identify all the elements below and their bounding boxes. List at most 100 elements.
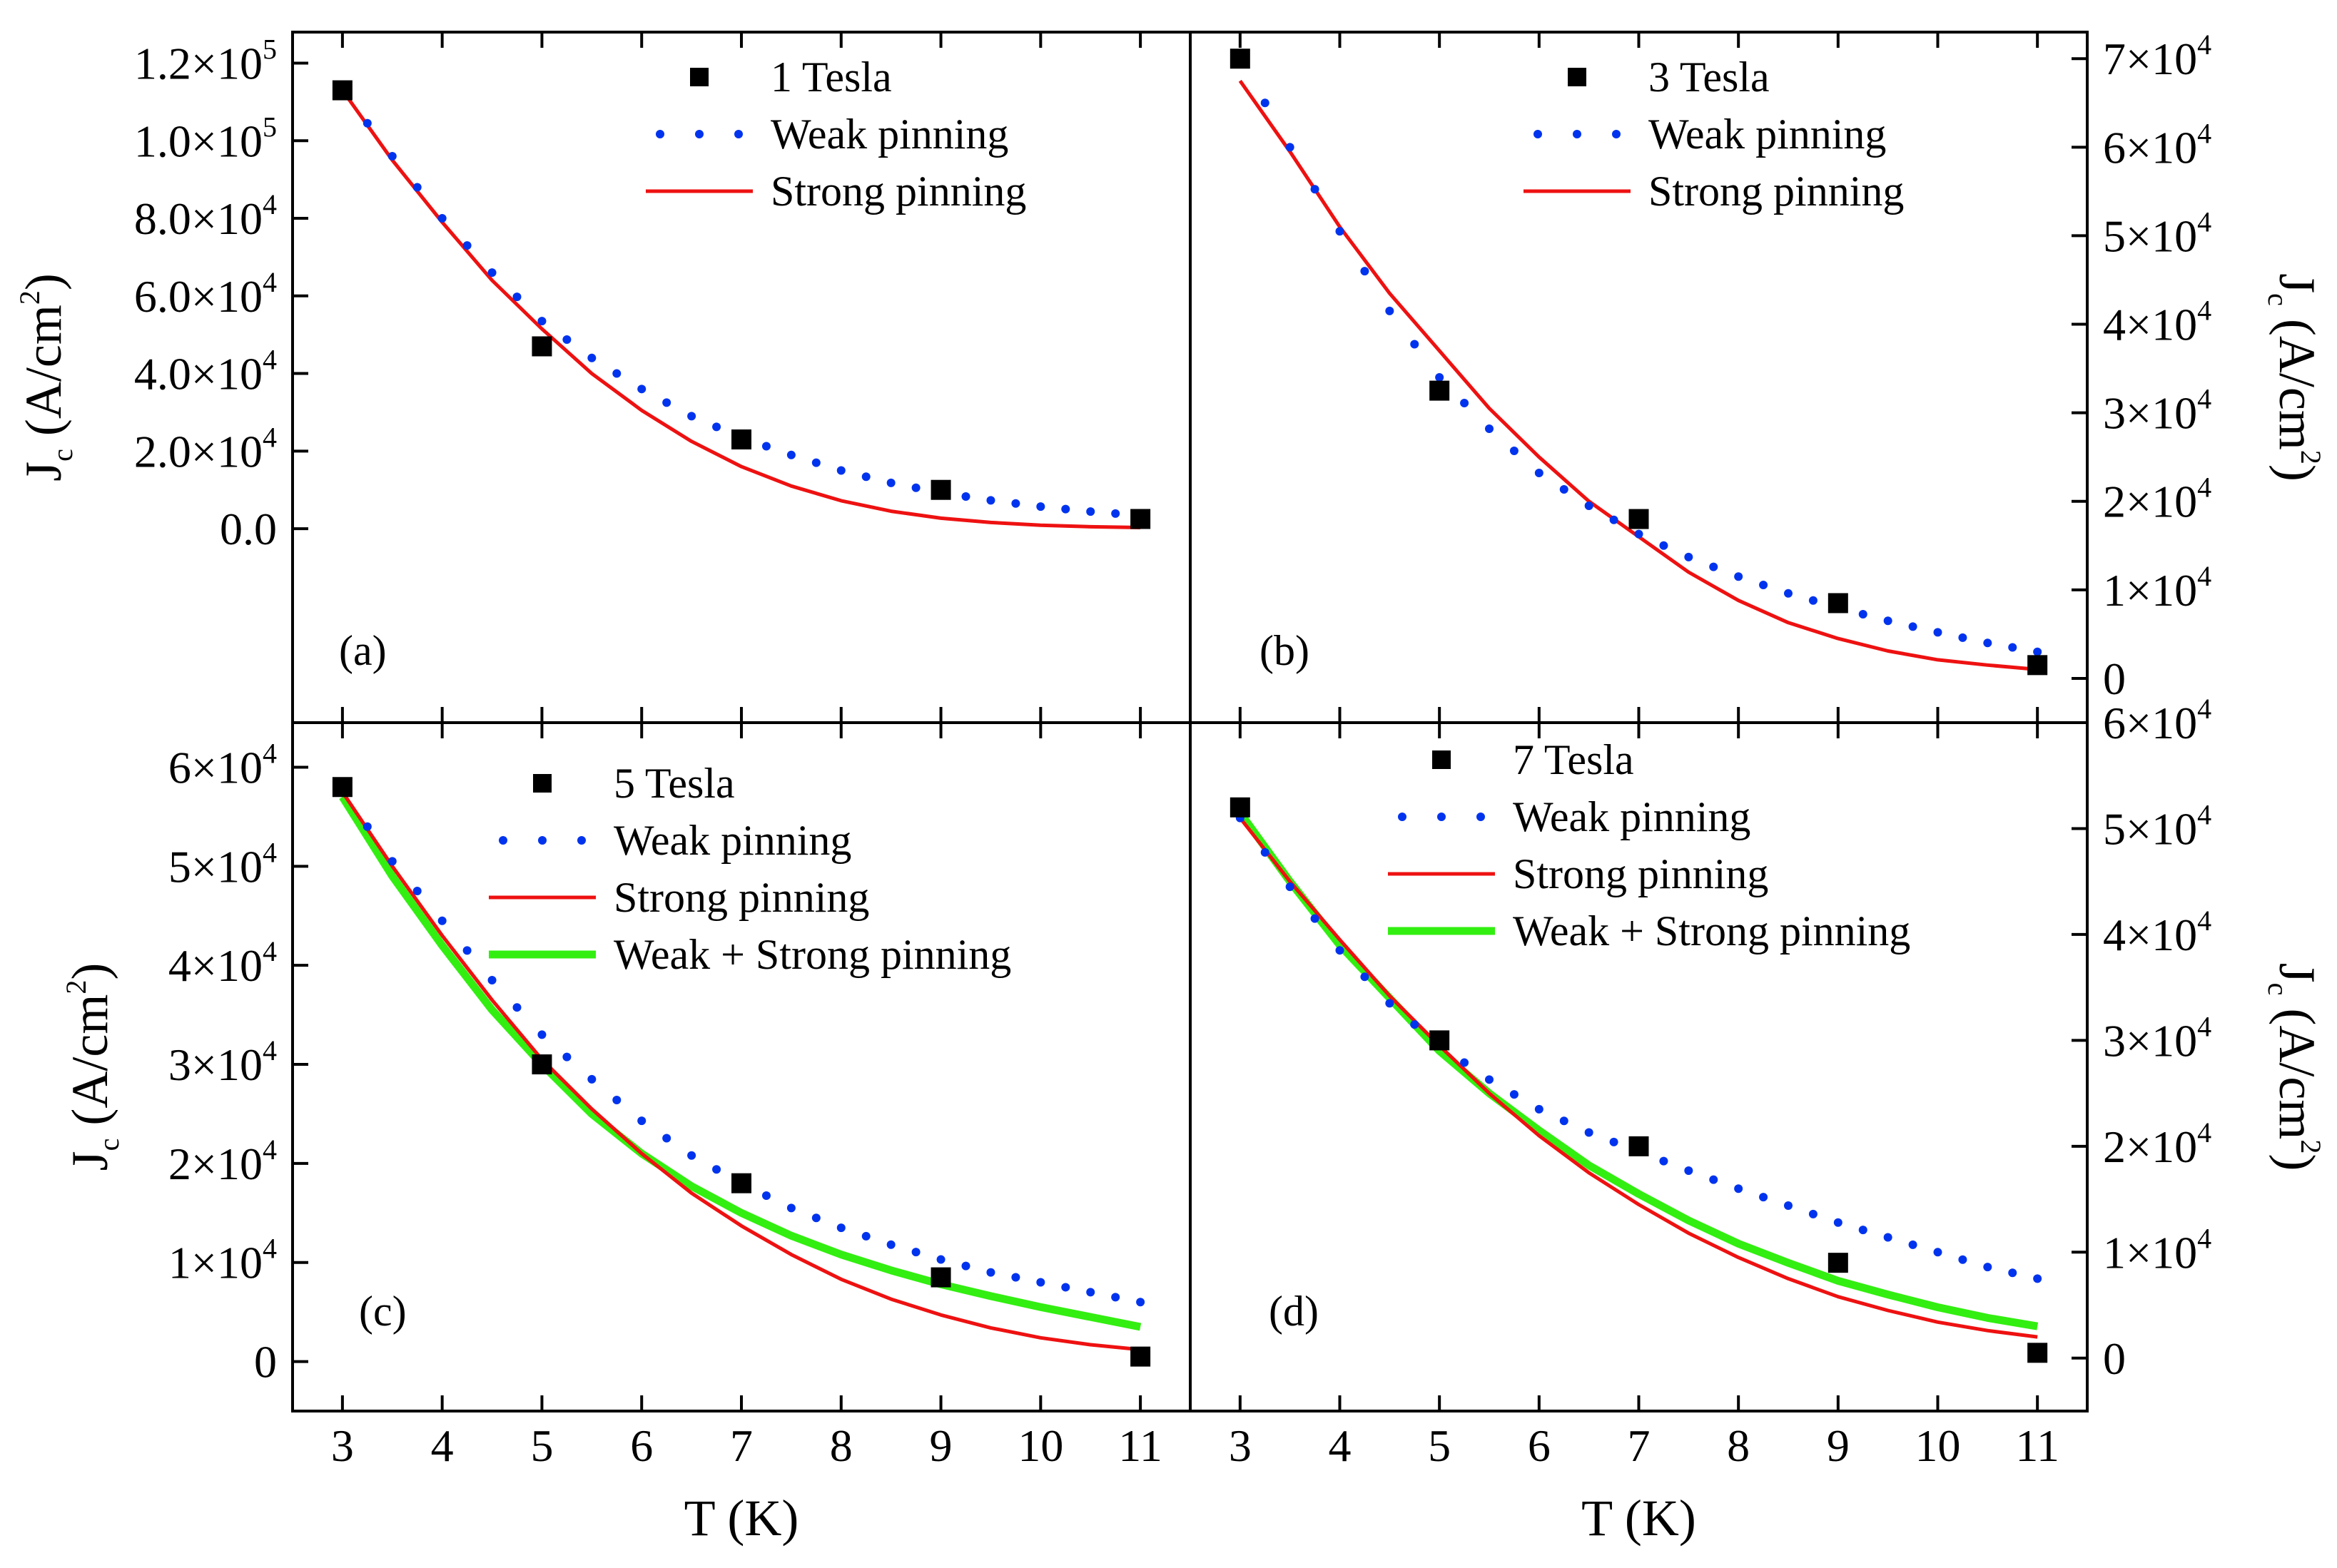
weak-pinning-point: [1883, 1233, 1892, 1242]
weak-pinning-point: [1634, 529, 1643, 539]
weak-pinning-point: [1360, 972, 1369, 982]
legend-label: 1 Tesla: [771, 54, 892, 101]
y-tick-label: 4×104: [2103, 295, 2211, 350]
weak-pinning-point: [1534, 1104, 1543, 1114]
y-tick-label: 6×104: [2103, 117, 2211, 173]
weak-pinning-point: [1933, 1248, 1942, 1257]
weak-pinning-point: [712, 422, 721, 432]
legend-b: 3 Tesla Weak pinning Strong pinning: [1524, 54, 1904, 215]
y-tick-label: 2.0×104: [134, 421, 277, 477]
weak-pinning-point: [662, 1134, 671, 1143]
weak-pinning-point: [462, 241, 472, 250]
panel-frame-b: [1189, 31, 2089, 724]
y-tick-label: 2×104: [2103, 1116, 2211, 1172]
weak-pinning-point: [1011, 1273, 1020, 1282]
weak-pinning-point: [487, 268, 497, 278]
weak-pinning-point: [1584, 1128, 1593, 1137]
weak-pinning-point: [1659, 1156, 1668, 1166]
weak-pinning-point: [1659, 541, 1668, 550]
weak-pinning-point: [761, 1191, 771, 1201]
weak-pinning-point: [1908, 622, 1917, 631]
x-tick-label: 9: [1827, 1420, 1850, 1471]
weak-pinning-point: [1111, 1293, 1120, 1302]
weak-pinning-point: [1584, 501, 1593, 510]
panel-d: 3 4 5 6 7 8 9 10 11 0 1×104 2×104 3×104 4×104 5×104 6×1…: [1189, 693, 2327, 1471]
weak-pinning-point: [1858, 1226, 1867, 1235]
legend-symbol-weak: [1437, 813, 1446, 821]
weak-pinning-point: [1111, 509, 1120, 518]
weak-pinning-point: [562, 335, 572, 344]
weak-pinning-point: [1061, 504, 1070, 514]
weak-pinning-point: [986, 496, 995, 505]
weak-pinning-point: [437, 214, 447, 223]
x-tick-label: 10: [1018, 1420, 1063, 1471]
weak-pinning-point: [562, 1052, 572, 1062]
y-tick-label: 3×104: [168, 1034, 277, 1090]
data-point: [1130, 1346, 1151, 1367]
weak-pinning-point: [1335, 227, 1344, 236]
data-point: [2027, 1343, 2048, 1363]
y-tick-label: 5×104: [2103, 205, 2211, 261]
weak-pinning-point: [1410, 340, 1419, 349]
weak-pinning-point: [1136, 1298, 1145, 1307]
weak-pinning-point: [1833, 1218, 1842, 1227]
weak-pinning-point: [1260, 98, 1269, 108]
weak-pinning-point: [1734, 1184, 1743, 1193]
legend-symbol-weak: [1612, 130, 1621, 138]
weak-pinning-point: [1759, 581, 1768, 590]
weak-pinning-point: [986, 1268, 995, 1277]
weak-pinning-point: [587, 353, 597, 362]
x-tick-label: 5: [530, 1420, 553, 1471]
weak-pinning-point: [487, 976, 497, 985]
weak-pinning-point: [363, 822, 372, 831]
weak-pinning-point: [1485, 1075, 1494, 1084]
weak-pinning-point: [1933, 628, 1942, 637]
y-tick-label: 0: [254, 1337, 277, 1388]
weak-pinning-point: [1958, 633, 1967, 642]
legend-symbol-weak: [538, 836, 547, 845]
weak-pinning-point: [1784, 1201, 1793, 1210]
panel-label-a: (a): [339, 627, 387, 674]
legend-symbol-weak: [577, 836, 586, 845]
data-point: [332, 80, 353, 101]
y-tick-label: 7×104: [2103, 29, 2211, 84]
y-axis-title-b: Jc (A/cm2): [2262, 273, 2327, 482]
data-point: [1130, 509, 1151, 529]
data-point: [1827, 1253, 1848, 1273]
weak-pinning-point: [1684, 552, 1693, 561]
data-point: [2027, 655, 2048, 676]
legend-symbol-data: [1432, 750, 1451, 769]
legend-symbol-weak: [1534, 130, 1542, 138]
weak-pinning-point: [836, 1223, 846, 1233]
legend-symbol-weak: [1476, 813, 1485, 821]
legend-label: 3 Tesla: [1648, 54, 1770, 101]
data-point: [1230, 49, 1250, 69]
legend-d: 7 Tesla Weak pinning Strong pinning Weak + …: [1388, 736, 1910, 954]
x-tick-label: 11: [2015, 1420, 2059, 1471]
weak-pinning-point: [1485, 424, 1494, 433]
y-tick-label: 1.0×105: [134, 111, 277, 166]
x-axis-title-right: T (K): [1581, 1490, 1696, 1547]
legend-a: 1 Tesla Weak pinning Strong pinning: [646, 54, 1026, 215]
weak-pinning-point: [462, 946, 472, 955]
weak-pinning-point: [412, 887, 422, 896]
x-tick-label: 10: [1915, 1420, 1961, 1471]
y-tick-label: 4×104: [168, 935, 277, 991]
x-tick-label: 5: [1428, 1420, 1451, 1471]
x-tick-label: 7: [1628, 1420, 1651, 1471]
legend-symbol-data: [533, 774, 552, 793]
weak-pinning-point: [1061, 1283, 1070, 1292]
weak-pinning-point: [1310, 914, 1319, 923]
weak-pinning-point: [387, 152, 397, 161]
weak-pinning-point: [662, 398, 671, 407]
data-point: [1429, 380, 1450, 401]
weak-pinning-point: [1460, 1058, 1469, 1067]
x-tick-label: 9: [930, 1420, 953, 1471]
weak-pinning-point: [1460, 398, 1469, 407]
y-tick-label: 3×104: [2103, 383, 2211, 439]
data-point: [931, 479, 951, 500]
y-tick-label: 1.2×105: [134, 34, 277, 89]
weak-pinning-point: [363, 118, 372, 128]
series-strong-pinning-c: [340, 790, 1141, 1352]
